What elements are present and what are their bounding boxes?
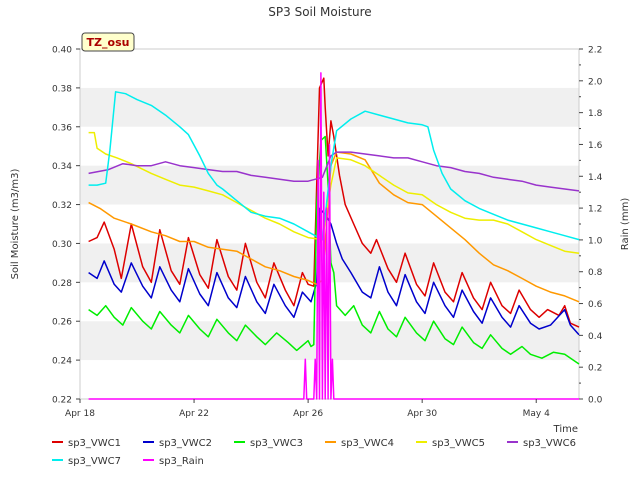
background-band [80, 321, 579, 361]
y-tick-label: 0.34 [52, 162, 72, 172]
legend-label: sp3_VWC4 [341, 438, 394, 449]
x-axis: Apr 18 Apr 22 Apr 26 Apr 30 May 4 [65, 399, 550, 419]
x-tick-label: Apr 26 [293, 409, 323, 419]
y2-tick-label: 0.6 [588, 300, 603, 310]
y2-tick-label: 1.8 [588, 109, 603, 119]
legend-label: sp3_Rain [159, 456, 204, 467]
y-tick-label: 0.32 [52, 201, 72, 211]
y-tick-label: 0.24 [52, 357, 72, 367]
y-axis-label: Soil Moisture (m3/m3) [10, 169, 21, 280]
series-sp3_VWC6 [88, 151, 580, 192]
x-tick-label: May 4 [523, 409, 550, 419]
chart-title: SP3 Soil Moisture [268, 5, 371, 19]
x-tick-label: Apr 18 [65, 409, 95, 419]
x-axis-label: Time [553, 424, 578, 435]
y2-axis-label: Rain (mm) [620, 198, 631, 251]
x-tick-label: Apr 30 [407, 409, 437, 419]
y2-tick-label: 0.8 [588, 268, 603, 278]
y-tick-label: 0.28 [52, 279, 72, 289]
y2-tick-label: 1.2 [588, 205, 602, 215]
legend-label: sp3_VWC7 [68, 456, 121, 467]
y-axis: 0.22 0.24 0.26 0.28 0.30 0.32 0.34 0.36 0.38 0.40 [52, 46, 80, 406]
y-tick-label: 0.40 [52, 46, 72, 56]
y-tick-label: 0.26 [52, 318, 72, 328]
x-tick-label: Apr 22 [179, 409, 209, 419]
y2-axis: 0.0 0.2 0.4 0.6 0.8 1.0 1.2 1.4 1.6 1.8 2.0 2.2 [579, 46, 603, 406]
y-tick-label: 0.22 [52, 396, 72, 406]
y2-tick-label: 1.4 [588, 173, 603, 183]
legend-label: sp3_VWC2 [159, 438, 212, 449]
legend-label: sp3_VWC3 [250, 438, 303, 449]
legend-label: sp3_VWC5 [432, 438, 485, 449]
site-badge-label: TZ_osu [87, 36, 130, 49]
series-lines [88, 72, 580, 400]
y2-tick-label: 2.0 [588, 77, 603, 87]
legend-label: sp3_VWC6 [523, 438, 576, 449]
y-tick-label: 0.36 [52, 123, 72, 133]
y2-tick-label: 1.6 [588, 141, 603, 151]
y-tick-label: 0.30 [52, 240, 72, 250]
y-tick-label: 0.38 [52, 84, 72, 94]
y2-tick-label: 0.2 [588, 364, 602, 374]
legend: sp3_VWC1 sp3_VWC2 sp3_VWC3 sp3_VWC4 sp3_VWC5… [52, 438, 576, 467]
background-band [80, 87, 579, 127]
y2-tick-label: 0.0 [588, 396, 603, 406]
y2-tick-label: 0.4 [588, 332, 603, 342]
y2-tick-label: 2.2 [588, 46, 602, 56]
series-sp3_VWC1 [88, 77, 580, 328]
y2-tick-label: 1.0 [588, 236, 603, 246]
site-badge: TZ_osu [81, 32, 135, 52]
series-sp3_VWC2 [88, 207, 580, 336]
legend-label: sp3_VWC1 [68, 438, 121, 449]
